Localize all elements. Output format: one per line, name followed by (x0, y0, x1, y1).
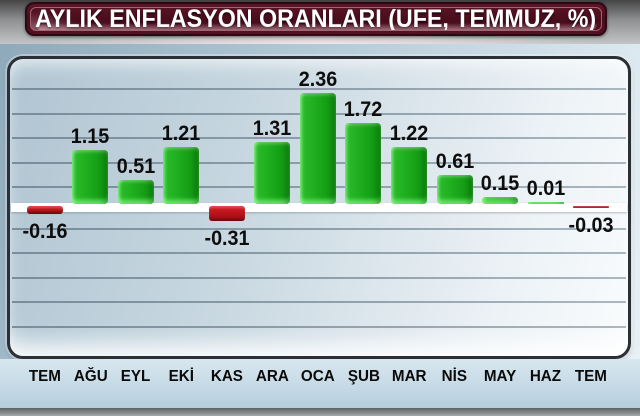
bar (26, 206, 63, 214)
month-cell: KAS (204, 362, 250, 392)
bar-value-label: -0.16 (22, 220, 68, 243)
bar-value-label: 1.21 (162, 122, 201, 145)
month-axis-strip (0, 359, 640, 408)
chart-title: AYLIK ENFLASYON ORANLARI (ÜFE, TEMMUZ, %… (35, 7, 597, 31)
month-label: MAY (483, 368, 517, 385)
bar-value-label: -0.31 (204, 227, 250, 250)
month-cell: TEM (568, 362, 614, 392)
bar-value-label: 0.51 (116, 155, 156, 178)
bar-column: -0.03 (568, 59, 614, 356)
month-label: ARA (255, 368, 289, 385)
bar (573, 206, 610, 208)
bar-column: 0.61 (432, 59, 478, 356)
gridline (12, 326, 626, 328)
month-cell: AĞU (68, 362, 114, 392)
month-cell: ŞUB (341, 362, 387, 392)
bar-column: 2.36 (295, 59, 341, 356)
bar (208, 206, 245, 221)
month-cell: EKİ (159, 362, 205, 392)
bar-column: 0.51 (113, 59, 159, 356)
bar (117, 180, 154, 204)
bar (254, 142, 291, 204)
bar-value-label: -0.03 (568, 214, 614, 237)
bar-value-label: 0.61 (435, 150, 474, 173)
month-cell: OCA (295, 362, 341, 392)
bar-column: -0.16 (22, 59, 68, 356)
month-label: KAS (210, 368, 243, 385)
month-cell: MAY (477, 362, 523, 392)
month-cell: TEM (22, 362, 68, 392)
gridline (12, 301, 626, 303)
month-label: EKİ (168, 368, 195, 385)
bar (163, 147, 200, 204)
bar-column: 1.22 (386, 59, 432, 356)
bar-value-label: 1.15 (71, 125, 110, 148)
bottom-edge-bar (0, 408, 640, 416)
bar-column: 0.01 (523, 59, 569, 356)
bar (527, 202, 564, 204)
headline-band: AYLIK ENFLASYON ORANLARI (ÜFE, TEMMUZ, %… (0, 0, 640, 44)
bar (436, 175, 473, 204)
title-box: AYLIK ENFLASYON ORANLARI (ÜFE, TEMMUZ, %… (25, 2, 607, 36)
month-label: TEM (575, 368, 608, 385)
month-label: ŞUB (347, 368, 380, 385)
bar (299, 93, 336, 204)
month-label: TEM (28, 368, 61, 385)
month-label: OCA (301, 368, 335, 385)
bar (391, 147, 428, 204)
month-cell: MAR (386, 362, 432, 392)
plot-area: -0.16 1.15 0.51 1.21 -0.31 1.31 2.36 1.72 1.22 0.… (22, 59, 614, 356)
month-cell: NİS (432, 362, 478, 392)
gridline (12, 228, 626, 230)
bar-column: 1.21 (159, 59, 205, 356)
bar-value-label: 1.31 (253, 117, 292, 140)
bar-column: 0.15 (477, 59, 523, 356)
month-label: HAZ (529, 368, 562, 385)
title-inner-frame: AYLIK ENFLASYON ORANLARI (ÜFE, TEMMUZ, %… (30, 7, 602, 31)
month-label: NİS (441, 368, 468, 385)
bar-column: 1.15 (68, 59, 114, 356)
month-label: AĞU (73, 368, 108, 385)
month-cell: EYL (113, 362, 159, 392)
bar-column: 1.72 (341, 59, 387, 356)
month-label: MAR (391, 368, 427, 385)
bar-column: -0.31 (204, 59, 250, 356)
bar (482, 197, 519, 204)
month-cell: ARA (250, 362, 296, 392)
bar (72, 150, 109, 204)
gridline (12, 88, 626, 90)
bar-value-label: 1.22 (389, 122, 429, 145)
gridline (12, 277, 626, 279)
bar-value-label: 0.01 (526, 177, 565, 200)
bar-column: 1.31 (250, 59, 296, 356)
bar (345, 123, 382, 204)
gridline (12, 252, 626, 254)
month-cell: HAZ (523, 362, 569, 392)
month-label: EYL (121, 368, 151, 385)
bar-value-label: 1.72 (344, 98, 383, 121)
zero-baseline (11, 203, 627, 212)
bar-value-label: 0.15 (480, 172, 520, 195)
bar-value-label: 2.36 (298, 68, 338, 91)
month-axis: TEM AĞU EYL EKİ KAS ARA OCA ŞUB MAR NİS MAY HAZ TEM (22, 362, 614, 392)
